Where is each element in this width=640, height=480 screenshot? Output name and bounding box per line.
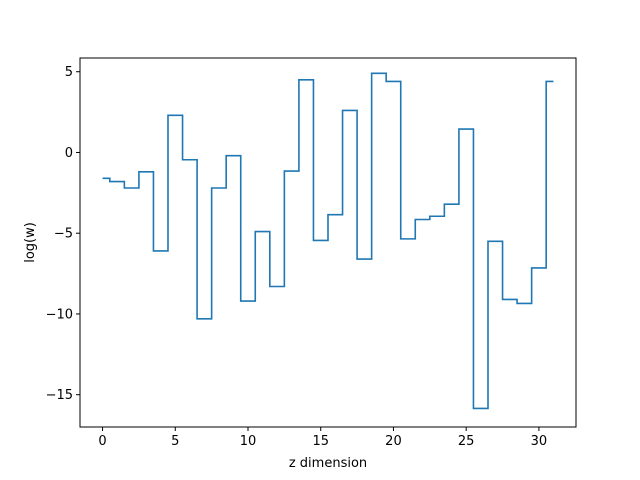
x-tick-label: 5 [171, 434, 179, 449]
y-axis-label: log(w) [23, 222, 38, 263]
x-tick-label: 20 [385, 434, 402, 449]
x-axis-label: z dimension [289, 456, 367, 471]
x-tick-label: 10 [240, 434, 257, 449]
y-tick-label: 5 [65, 65, 73, 80]
x-tick-label: 25 [458, 434, 475, 449]
x-tick-label: 30 [531, 434, 548, 449]
x-axis-ticks: 0 5 10 15 20 25 30 [98, 427, 547, 449]
y-tick-label: −15 [46, 388, 73, 403]
series-line-0 [102, 72, 554, 410]
plot-frame [79, 57, 577, 428]
x-tick-label: 0 [98, 434, 106, 449]
x-tick-label: 15 [312, 434, 329, 449]
plot-content [102, 72, 554, 410]
y-tick-label: −10 [46, 307, 73, 322]
y-axis-ticks: 5 0 −5 −10 −15 [46, 65, 80, 403]
y-tick-label: 0 [65, 146, 73, 161]
y-tick-label: −5 [54, 227, 73, 242]
